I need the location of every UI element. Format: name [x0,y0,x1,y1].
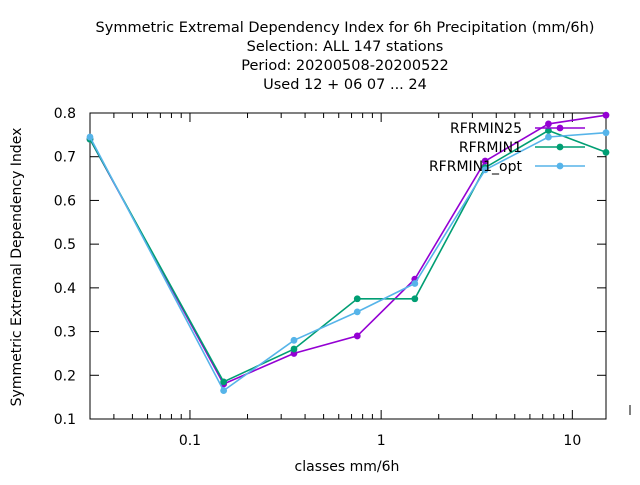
y-tick-label: 0.3 [54,325,76,341]
data-point [290,345,298,353]
y-tick-label: 0.1 [54,412,76,428]
legend-marker [556,143,564,151]
y-tick-label: 0.7 [54,150,76,166]
chart-title: Symmetric Extremal Dependency Index for … [96,20,595,93]
plot-frame [89,112,607,420]
data-point [602,129,610,137]
data-point [481,157,489,165]
legend-marker [556,124,564,132]
x-tick-label: 1 [377,433,386,449]
data-point [353,308,361,316]
data-point [545,120,552,128]
title-line: Selection: ALL 147 stations [247,39,444,55]
title-line: Period: 20200508-20200522 [241,58,449,74]
data-point [602,148,610,156]
data-point [220,387,228,394]
data-point [602,111,610,119]
title-line: Used 12 + 06 07 ... 24 [263,77,427,93]
title-line: Symmetric Extremal Dependency Index for … [96,20,595,36]
x-tick-label: 10 [563,433,581,449]
y-tick-label: 0.4 [54,281,76,297]
axes: 0.1 0.2 0.3 0.4 0.5 0.6 0.7 0.8 0.1 1 10 [54,106,631,449]
data-point [290,336,298,344]
legend-label: RFRMIN25 [450,121,522,137]
data-point [481,166,489,174]
y-axis-label: Symmetric Extremal Dependency Index [9,128,25,407]
series-line [89,131,607,392]
data-point [86,133,94,141]
y-tick-label: 0.5 [54,237,76,253]
legend-label: RFRMIN1 [459,140,522,156]
data-point [411,280,419,287]
legend: RFRMIN25 RFRMIN1 RFRMIN1_opt [429,121,585,175]
series-line [89,114,607,386]
legend-marker [556,162,564,170]
x-tick-label: 0.1 [179,433,201,449]
series-line [89,129,607,383]
y-tick-label: 0.6 [54,193,76,209]
data-point [545,133,552,141]
data-point [353,295,361,303]
series-layer [86,111,610,394]
data-point [220,378,228,386]
data-point [353,332,361,340]
data-point [411,295,419,303]
y-tick-label: 0.2 [54,368,76,384]
y-tick-label: 0.8 [54,106,76,122]
legend-label: RFRMIN1_opt [429,159,523,175]
x-axis-label: classes mm/6h [295,459,400,475]
